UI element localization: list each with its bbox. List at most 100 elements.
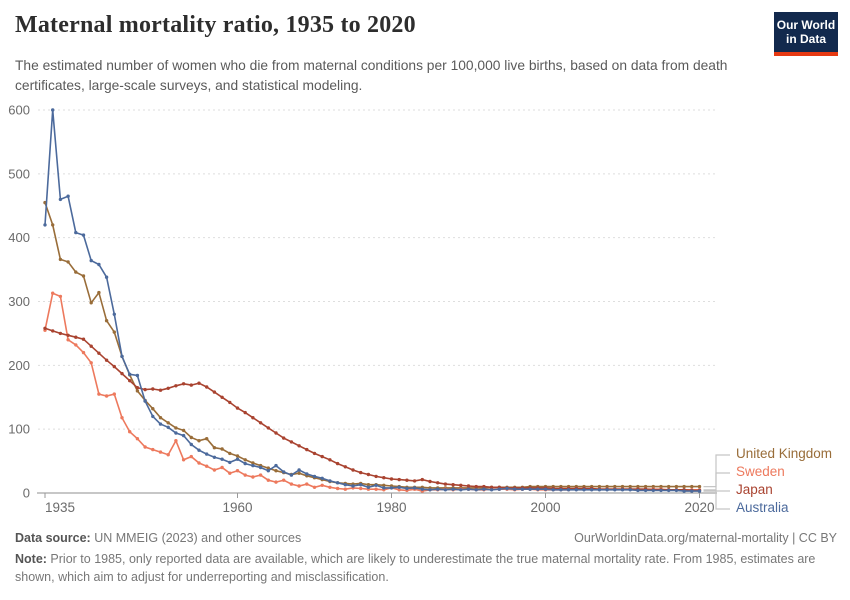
data-point [513, 487, 517, 491]
data-point [220, 447, 224, 451]
data-point [397, 477, 401, 482]
data-point [643, 484, 648, 489]
data-point [274, 463, 278, 468]
data-point [382, 483, 386, 487]
data-point [620, 484, 625, 489]
data-point [590, 488, 594, 492]
data-point [128, 372, 132, 376]
data-point [312, 451, 317, 456]
data-point [305, 447, 309, 452]
data-point [443, 488, 448, 492]
data-point [613, 488, 617, 492]
data-point [282, 470, 286, 474]
data-point [359, 486, 363, 491]
data-point [104, 358, 109, 362]
data-point [343, 465, 347, 469]
data-point [58, 257, 63, 262]
data-point [89, 361, 93, 365]
data-point [51, 291, 55, 295]
data-point [212, 390, 217, 394]
data-point [228, 400, 232, 405]
owid-logo[interactable]: Our World in Data [774, 12, 838, 56]
data-point [335, 486, 340, 491]
data-point [459, 488, 463, 492]
legend-item-united-kingdom[interactable]: United Kingdom [736, 446, 833, 461]
legend-connector [703, 454, 730, 488]
data-point [274, 469, 278, 473]
legend-item-japan[interactable]: Japan [736, 482, 773, 497]
data-point [89, 258, 93, 263]
data-point [166, 453, 170, 457]
x-axis-label: 1980 [376, 500, 406, 515]
data-point [258, 473, 263, 477]
data-point [158, 388, 163, 392]
legend-item-sweden[interactable]: Sweden [736, 464, 785, 479]
legend-item-australia[interactable]: Australia [736, 500, 789, 515]
data-point [51, 223, 55, 227]
legend-connector [703, 490, 730, 510]
data-point [520, 487, 525, 491]
x-axis-label: 1960 [222, 500, 252, 515]
data-point [205, 464, 209, 468]
line-australia[interactable] [44, 109, 700, 492]
data-point [690, 484, 694, 489]
data-point [274, 431, 278, 435]
data-point [228, 451, 232, 456]
y-axis-label: 200 [8, 358, 30, 373]
attribution-link[interactable]: OurWorldinData.org/maternal-mortality | … [574, 531, 837, 545]
data-point [697, 484, 702, 489]
data-point [251, 463, 255, 468]
data-point [251, 416, 255, 420]
data-point [682, 489, 686, 493]
data-point [320, 476, 324, 480]
data-point [58, 294, 63, 299]
data-point [366, 472, 371, 477]
data-point [135, 386, 140, 390]
data-point [243, 461, 247, 466]
data-point [228, 471, 232, 475]
data-point [605, 484, 609, 489]
x-axis-label: 2000 [530, 500, 560, 515]
data-point [282, 478, 286, 482]
data-point [674, 488, 679, 493]
data-point [104, 275, 109, 279]
data-point [397, 485, 401, 489]
data-point [66, 333, 70, 337]
data-point [474, 484, 478, 489]
data-point [97, 351, 101, 355]
data-point [197, 381, 201, 385]
data-point [174, 384, 178, 388]
data-point [128, 379, 132, 383]
data-point [697, 489, 702, 493]
data-point [135, 437, 140, 441]
data-point [243, 458, 247, 462]
data-point [89, 344, 93, 348]
data-point [143, 387, 147, 392]
data-point [251, 475, 255, 479]
data-point [66, 260, 70, 264]
data-point [220, 457, 224, 461]
data-point [289, 482, 294, 486]
data-point [428, 479, 432, 484]
data-point [205, 452, 209, 456]
data-point [497, 487, 501, 491]
data-point [81, 337, 86, 341]
data-point [366, 485, 371, 489]
data-point [143, 399, 147, 403]
line-japan[interactable] [44, 327, 700, 492]
data-point [74, 270, 78, 274]
data-point [251, 461, 255, 465]
y-axis-label: 300 [8, 294, 30, 309]
data-point [43, 223, 47, 227]
data-point [181, 433, 186, 438]
data-point [682, 484, 686, 489]
data-point [166, 425, 170, 429]
data-point [174, 426, 178, 430]
data-point [374, 474, 378, 479]
data-point [436, 487, 440, 491]
data-point [343, 487, 347, 491]
data-point [328, 458, 332, 462]
data-point [405, 478, 409, 482]
data-point [536, 487, 540, 491]
data-point [297, 468, 301, 472]
